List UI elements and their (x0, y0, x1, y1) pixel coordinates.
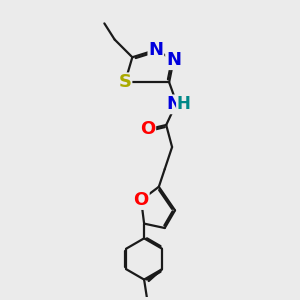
Text: H: H (177, 95, 191, 113)
Text: N: N (166, 51, 181, 69)
Text: O: O (140, 120, 155, 138)
Text: S: S (118, 73, 131, 91)
Text: O: O (134, 191, 149, 209)
Text: N: N (148, 41, 164, 59)
Text: N: N (167, 95, 182, 113)
